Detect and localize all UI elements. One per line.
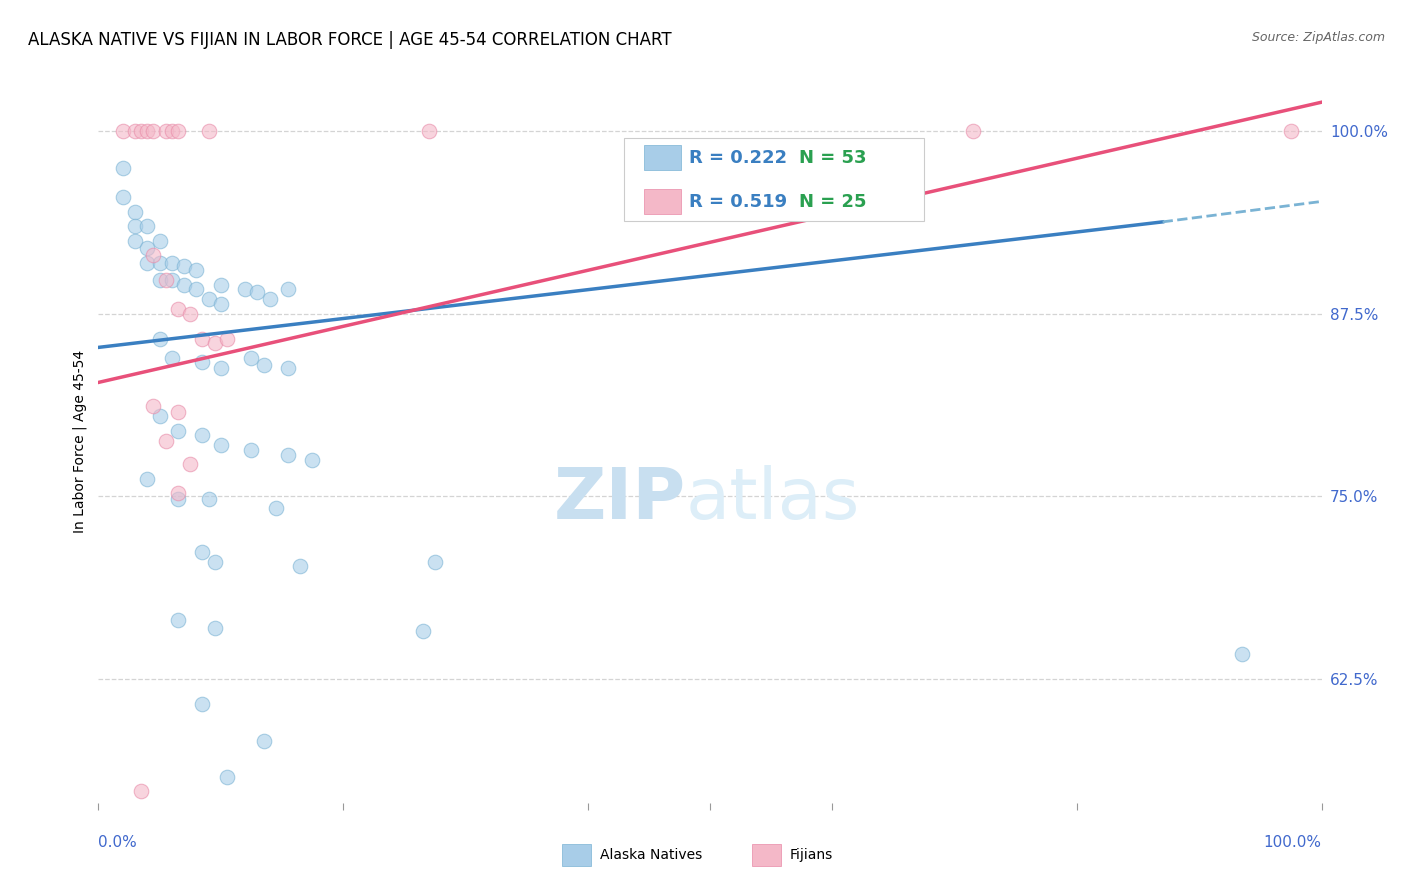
FancyBboxPatch shape [624,138,924,221]
Point [204,336,226,351]
Point [215,770,238,784]
FancyBboxPatch shape [752,844,780,865]
Text: ALASKA NATIVE VS FIJIAN IN LABOR FORCE | AGE 45-54 CORRELATION CHART: ALASKA NATIVE VS FIJIAN IN LABOR FORCE |… [28,31,672,49]
Point [167,302,190,317]
Point [1279,124,1302,138]
Text: Alaska Natives: Alaska Natives [600,847,702,862]
Point [124,234,146,248]
Point [962,124,984,138]
Point [160,273,183,287]
Point [209,360,232,375]
Point [246,285,269,299]
Point [264,500,287,515]
Point [160,256,183,270]
Point [136,472,159,486]
Point [167,613,190,627]
Text: 100.0%: 100.0% [1264,835,1322,850]
Point [186,263,208,277]
Text: 0.0%: 0.0% [98,835,138,850]
Point [301,452,323,467]
Text: N = 25: N = 25 [800,193,868,211]
Point [215,332,238,346]
Point [290,559,312,574]
Point [136,219,159,234]
Point [191,545,214,559]
Point [191,332,214,346]
Point [191,428,214,442]
FancyBboxPatch shape [562,844,592,865]
Point [111,190,134,204]
Point [252,734,274,748]
Text: Fijians: Fijians [790,847,832,862]
Point [149,332,172,346]
Point [423,555,446,569]
Point [124,204,146,219]
Point [209,277,232,292]
Point [179,457,201,471]
Point [252,358,274,372]
Point [136,241,159,255]
Point [149,256,172,270]
Point [167,424,190,438]
Point [1230,647,1253,661]
Text: N = 53: N = 53 [800,149,868,167]
Text: R = 0.222: R = 0.222 [689,149,787,167]
Point [155,124,177,138]
FancyBboxPatch shape [644,145,681,169]
Y-axis label: In Labor Force | Age 45-54: In Labor Force | Age 45-54 [73,350,87,533]
Point [155,273,177,287]
Point [167,124,190,138]
Point [186,282,208,296]
Point [149,234,172,248]
Point [191,697,214,711]
Point [124,219,146,234]
Point [142,124,165,138]
Point [129,124,152,138]
Point [124,124,146,138]
Point [173,259,195,273]
Text: ZIP: ZIP [554,465,686,533]
Text: R = 0.519: R = 0.519 [689,193,787,211]
FancyBboxPatch shape [644,189,681,214]
Point [136,256,159,270]
Point [259,292,281,306]
Point [277,360,299,375]
Text: Source: ZipAtlas.com: Source: ZipAtlas.com [1251,31,1385,45]
Point [129,784,152,798]
Point [209,296,232,310]
Point [142,248,165,262]
Point [167,404,190,418]
Point [197,124,219,138]
Text: atlas: atlas [686,465,860,533]
Point [191,355,214,369]
Point [197,292,219,306]
Point [167,486,190,500]
Point [155,434,177,448]
Point [142,399,165,413]
Point [240,442,263,457]
Point [149,273,172,287]
Point [240,351,263,365]
Point [160,124,183,138]
Point [204,621,226,635]
Point [111,161,134,175]
Point [149,409,172,423]
Point [233,282,256,296]
Point [277,282,299,296]
Point [418,124,440,138]
Point [160,351,183,365]
Point [204,555,226,569]
Point [209,438,232,452]
Point [277,449,299,463]
Point [173,277,195,292]
Point [136,124,159,138]
Point [412,624,434,638]
Point [197,492,219,507]
Point [167,492,190,507]
Point [179,307,201,321]
Point [111,124,134,138]
